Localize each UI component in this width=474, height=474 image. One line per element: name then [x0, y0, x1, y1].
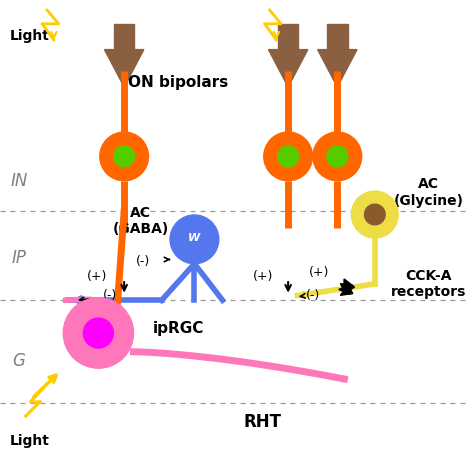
Circle shape: [83, 318, 113, 348]
Polygon shape: [318, 50, 357, 87]
Circle shape: [278, 146, 299, 167]
Text: IN: IN: [10, 172, 27, 190]
Text: (+): (+): [310, 265, 330, 279]
Text: CCK-A
receptors: CCK-A receptors: [391, 269, 466, 299]
Circle shape: [264, 132, 312, 181]
Text: G: G: [12, 352, 25, 370]
Circle shape: [313, 132, 362, 181]
Polygon shape: [340, 283, 353, 293]
Text: (+): (+): [253, 270, 273, 283]
Polygon shape: [345, 279, 355, 292]
Text: Light: Light: [9, 434, 49, 448]
Polygon shape: [114, 24, 135, 50]
Circle shape: [351, 191, 398, 238]
Text: ipRGC: ipRGC: [152, 321, 204, 336]
Polygon shape: [268, 50, 308, 87]
Circle shape: [100, 132, 148, 181]
Text: (-): (-): [306, 289, 320, 302]
Text: AC
(GABA): AC (GABA): [112, 206, 169, 236]
Polygon shape: [327, 24, 347, 50]
Polygon shape: [104, 50, 144, 87]
Polygon shape: [340, 285, 353, 295]
Text: Light: Light: [9, 28, 49, 43]
Circle shape: [63, 298, 134, 368]
Text: (+): (+): [87, 270, 108, 283]
Polygon shape: [278, 24, 299, 50]
Circle shape: [170, 215, 219, 264]
Circle shape: [114, 146, 135, 167]
Text: (-): (-): [103, 289, 117, 302]
Text: W: W: [188, 233, 201, 243]
Polygon shape: [339, 285, 350, 294]
Text: RHT: RHT: [243, 413, 282, 431]
Circle shape: [327, 146, 348, 167]
Circle shape: [365, 204, 385, 225]
Text: (-): (-): [136, 255, 150, 268]
Text: AC
(Glycine): AC (Glycine): [394, 177, 464, 208]
Text: ON bipolars: ON bipolars: [128, 75, 228, 90]
Text: IP: IP: [11, 249, 26, 267]
